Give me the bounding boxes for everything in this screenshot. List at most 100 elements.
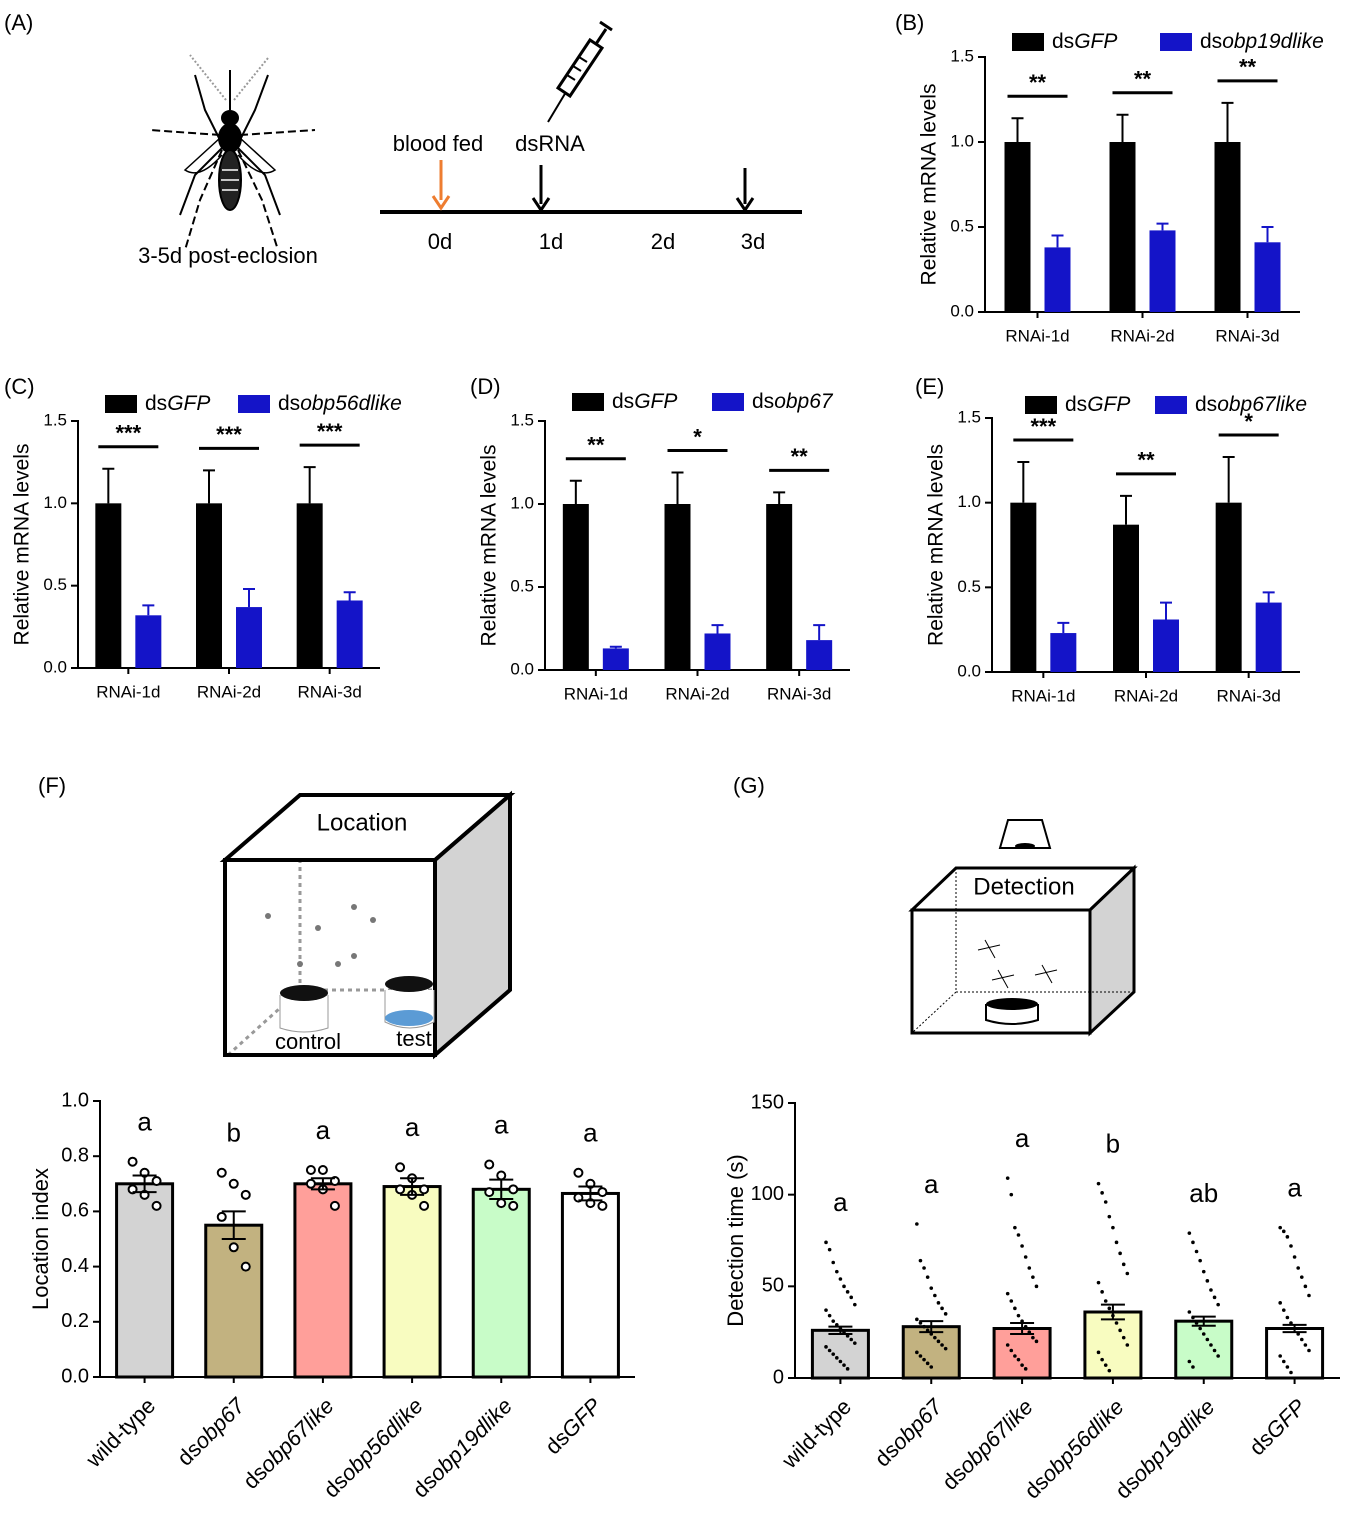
data-point — [1205, 1279, 1210, 1283]
data-point — [597, 1200, 608, 1211]
bar — [95, 503, 122, 668]
data-point — [1121, 1262, 1126, 1267]
error-bar — [1191, 1315, 1216, 1327]
panel-g-diagram: (G) Detection — [733, 773, 1138, 1037]
y-tick-label: 0.5 — [950, 216, 974, 235]
y-tick-label: 1.5 — [950, 46, 974, 65]
data-point — [419, 1200, 430, 1211]
data-point — [1013, 1354, 1017, 1358]
data-point — [395, 1184, 406, 1195]
panel-label: (D) — [470, 374, 501, 399]
data-point — [496, 1198, 507, 1209]
data-point — [925, 1361, 930, 1366]
group-letter: b — [227, 1118, 241, 1148]
data-point — [1031, 1275, 1035, 1279]
y-tick-label: 0.5 — [43, 575, 67, 594]
legend-swatch — [1160, 33, 1192, 51]
data-point — [1194, 1249, 1199, 1254]
x-tick-label: dsobp67 — [172, 1392, 250, 1470]
y-tick-label: 0.4 — [61, 1255, 89, 1277]
jar-label: test — [396, 1026, 431, 1051]
bar — [1109, 142, 1136, 312]
bar — [704, 633, 731, 670]
data-point — [1009, 1348, 1014, 1353]
data-point — [484, 1187, 495, 1198]
data-point — [1118, 1251, 1122, 1256]
data-point — [1285, 1365, 1290, 1369]
syringe — [547, 20, 613, 123]
data-point — [1096, 1181, 1101, 1186]
bar — [1174, 1319, 1234, 1380]
data-point — [317, 1165, 328, 1175]
bar — [560, 1191, 620, 1379]
data-point — [1212, 1295, 1217, 1300]
error-bar — [1057, 621, 1070, 634]
y-tick-label: 150 — [751, 1091, 784, 1113]
error-bar — [1051, 234, 1064, 248]
data-point — [419, 1184, 430, 1195]
jar-label: control — [275, 1029, 341, 1054]
data-point — [127, 1156, 138, 1167]
day-label: 1d — [539, 229, 563, 254]
data-point — [1187, 1310, 1192, 1314]
event-label: dsRNA — [515, 131, 585, 156]
data-point — [835, 1269, 839, 1274]
data-point — [1020, 1244, 1024, 1248]
error-bar — [773, 491, 786, 504]
x-tick-label: dsGFP — [1244, 1394, 1310, 1460]
data-point — [1198, 1258, 1202, 1263]
data-point — [1285, 1235, 1290, 1239]
data-point — [929, 1365, 934, 1369]
data-point — [1013, 1225, 1017, 1230]
error-bar — [1116, 113, 1129, 142]
group-letter: a — [405, 1112, 420, 1142]
bar — [1214, 142, 1241, 312]
data-point — [940, 1306, 944, 1311]
y-tick-label: 0.0 — [510, 659, 534, 678]
y-tick-label: 1.5 — [957, 407, 981, 426]
bar — [1044, 247, 1071, 312]
y-tick-label: 1.0 — [43, 493, 67, 512]
data-point — [1100, 1191, 1104, 1195]
data-point — [1034, 1284, 1039, 1289]
data-point — [240, 1261, 251, 1272]
data-point — [1100, 1290, 1104, 1294]
data-point — [1292, 1255, 1297, 1259]
legend-label: dsGFP — [145, 392, 210, 415]
y-tick-label: 0.2 — [61, 1310, 89, 1332]
bar — [336, 600, 363, 668]
data-point — [1289, 1370, 1293, 1375]
data-point — [508, 1184, 519, 1195]
error-bar — [1262, 591, 1275, 603]
panel-label: (A) — [4, 10, 33, 35]
error-bar — [142, 604, 155, 616]
data-point — [1023, 1367, 1028, 1371]
bar — [1004, 142, 1031, 312]
bar — [135, 615, 162, 668]
data-point — [329, 1200, 340, 1211]
x-tick-label: RNAi-1d — [564, 684, 628, 703]
x-tick-label: RNAi-1d — [1011, 686, 1075, 705]
box-title: Detection — [973, 873, 1074, 900]
error-bar — [489, 1178, 514, 1200]
data-point — [1016, 1357, 1021, 1362]
error-bar — [919, 1320, 944, 1334]
data-point — [1187, 1359, 1192, 1364]
data-point — [1103, 1363, 1108, 1367]
data-point — [1281, 1229, 1286, 1234]
data-point — [1009, 1299, 1014, 1303]
bar — [992, 1327, 1052, 1380]
data-point — [838, 1277, 843, 1281]
data-point — [1016, 1233, 1021, 1237]
data-point — [1114, 1240, 1119, 1245]
data-point — [1191, 1365, 1195, 1369]
x-tick-label: RNAi-3d — [767, 684, 831, 703]
group-letter: a — [137, 1107, 152, 1137]
mosquito-icons — [265, 904, 376, 967]
data-point — [1023, 1255, 1028, 1259]
bar — [1265, 1327, 1325, 1380]
error-bar — [243, 587, 255, 608]
bar — [471, 1187, 531, 1379]
error-bar — [671, 471, 684, 504]
data-point — [1212, 1348, 1217, 1353]
